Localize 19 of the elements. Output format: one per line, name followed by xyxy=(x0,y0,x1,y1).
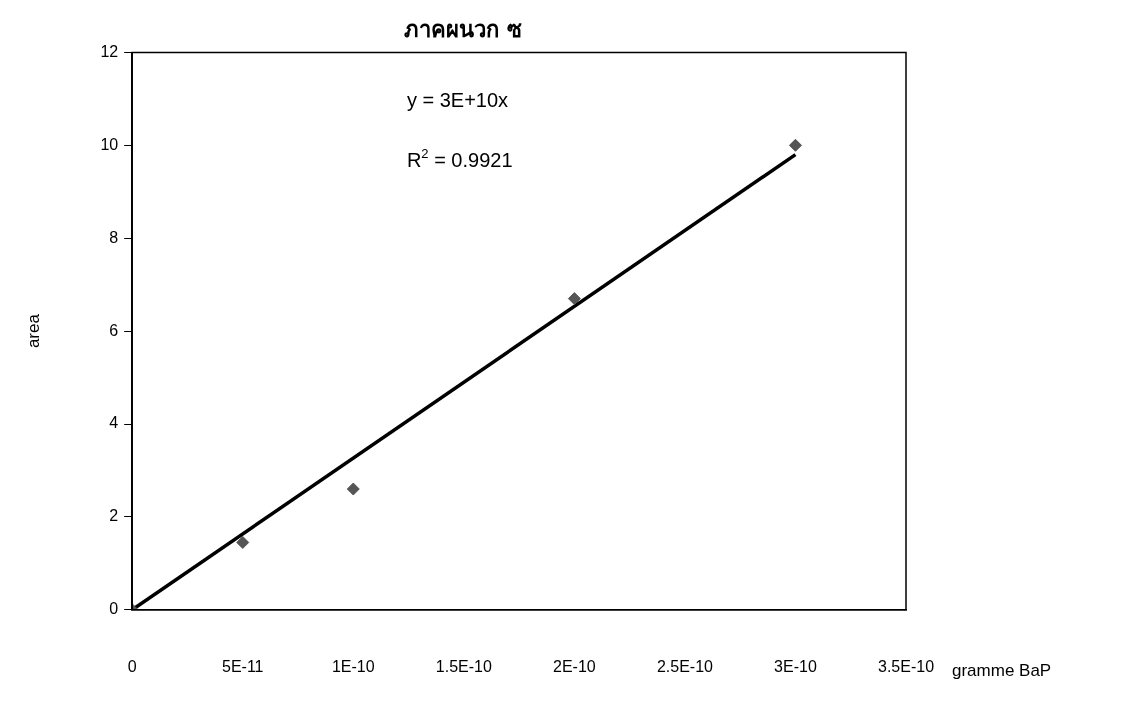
x-tick-label: 2.5E-10 xyxy=(656,657,714,675)
x-tick-label: 1.5E-10 xyxy=(435,657,492,675)
x-tick-label: 5E-11 xyxy=(221,657,264,675)
x-axis-title: gramme BaP xyxy=(952,661,1052,681)
x-tick-label: 3E-10 xyxy=(774,657,817,675)
annotation: y = 3E+10x xyxy=(406,89,509,112)
y-tick-label: 6 xyxy=(109,321,119,339)
x-tick-label: 3.5E-10 xyxy=(877,657,935,675)
x-tick-label: 2E-10 xyxy=(553,657,596,675)
y-tick-label: 10 xyxy=(100,135,119,153)
y-tick-label: 8 xyxy=(109,228,119,246)
chart-title: ภาคผนวก ซ xyxy=(404,15,522,42)
y-axis-title: area xyxy=(23,313,43,349)
y-tick-label: 0 xyxy=(109,600,119,618)
y-tick-label: 4 xyxy=(109,414,119,432)
y-tick-label: 2 xyxy=(109,507,119,525)
y-tick-label: 12 xyxy=(100,42,119,60)
x-tick-label: 1E-10 xyxy=(331,657,375,675)
x-tick-label: 0 xyxy=(127,657,137,675)
